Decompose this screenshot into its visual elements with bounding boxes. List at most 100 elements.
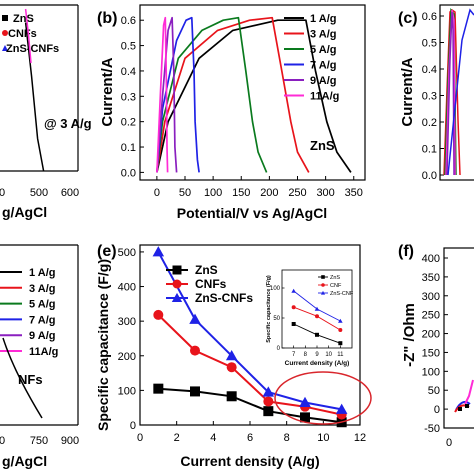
inset-legend-label-1: CNF xyxy=(330,283,342,289)
b-curve-4 xyxy=(156,16,178,173)
inset-x-ticklabel-0: 7 xyxy=(292,352,296,358)
inset-point-2-1 xyxy=(314,306,320,311)
e-x-ticklabel-3: 6 xyxy=(247,432,253,444)
b-x-ticklabel-6: 300 xyxy=(316,187,334,199)
c-curve-magenta xyxy=(445,9,456,176)
b-legend-label-1: 3 A/g xyxy=(310,29,337,41)
legend-d: 1 A/g 3 A/g 5 A/g 7 A/g 9 A/g 11A/g xyxy=(0,267,58,358)
d-legend-label-2: 5 A/g xyxy=(29,299,56,311)
e-point-1-0 xyxy=(153,309,164,320)
x-label-b: Potential/V vs Ag/AgCl xyxy=(177,205,327,221)
e-point-0-3 xyxy=(263,406,274,417)
e-y-ticklabel-0: 0 xyxy=(130,420,136,432)
e-y-ticklabel-3: 300 xyxy=(118,316,136,328)
f-y-ticklabel-0: 400 xyxy=(422,253,440,265)
highlight-ellipse-e xyxy=(274,371,372,425)
annotation-b: ZnS xyxy=(310,138,335,153)
b-y-ticks: 0.0 0.1 0.2 0.3 0.4 0.5 0.6 xyxy=(121,15,144,179)
e-point-0-2 xyxy=(226,391,237,402)
e-line-1 xyxy=(157,314,342,416)
e-point-2-4 xyxy=(299,396,311,407)
e-y-ticklabel-5: 500 xyxy=(118,247,136,259)
e-legend-marker-1 xyxy=(172,279,182,289)
e-legend-label-1: CNFs xyxy=(195,277,227,291)
e-point-1-3 xyxy=(263,396,274,407)
inset-legend-marker-0 xyxy=(321,275,325,279)
plot-frame-f xyxy=(443,247,474,429)
b-y-ticklabel-3: 0.3 xyxy=(121,91,136,103)
inset-y-ticklabel-0: 0 xyxy=(277,346,281,352)
plot-frame-b xyxy=(139,4,366,181)
e-y-ticklabel-4: 400 xyxy=(118,282,136,294)
e-legend-label-0: ZnS xyxy=(195,263,218,277)
panel-c: (c) Current/A 0.0 0.1 0.2 0.3 0.4 0.5 0.6 xyxy=(398,4,474,182)
inset-e: 0 50 100 7 8 9 10 11 Current density (A/g) Specif… xyxy=(266,269,354,367)
e-legend-marker-0 xyxy=(172,265,182,275)
b-y-ticklabel-1: 0.1 xyxy=(121,142,136,154)
d-legend-label-0: 1 A/g xyxy=(29,267,56,279)
f-y-ticklabel-7: 50 xyxy=(428,385,440,397)
c-y-ticklabel-1: 0.1 xyxy=(422,144,437,156)
y-label-e: Specific capacitance (F/g) xyxy=(95,259,111,431)
f-y-ticklabel-3: 250 xyxy=(422,310,440,322)
c-y-ticks: 0.0 0.1 0.2 0.3 0.4 0.5 0.6 xyxy=(422,11,444,182)
b-curve-0 xyxy=(156,19,352,173)
legend-a-label-2: ZnS-CNFs xyxy=(6,43,59,55)
b-y-ticklabel-4: 0.4 xyxy=(121,66,136,78)
f-y-ticklabel-8: 0 xyxy=(434,404,440,416)
inset-point-1-1 xyxy=(315,314,319,319)
f-curve-magenta xyxy=(464,379,474,405)
e-line-2 xyxy=(157,251,342,411)
inset-point-2-0 xyxy=(291,288,296,293)
x-tick-d-1: 750 xyxy=(30,435,48,447)
inset-point-0-0 xyxy=(291,322,296,326)
inset-x-label: Current density (A/g) xyxy=(285,360,350,367)
x-label-e: Current density (A/g) xyxy=(180,453,319,469)
panel-label-b: (b) xyxy=(97,10,117,27)
c-curve-blue xyxy=(447,8,474,176)
e-series xyxy=(152,246,348,428)
x-tick-d-0: 0 xyxy=(0,435,5,447)
e-legend-label-2: ZnS-CNFs xyxy=(195,291,253,305)
legend-a: ZnS CNFs ZnS-CNFs xyxy=(2,13,59,55)
legend-b: 1 A/g 3 A/g 5 A/g 7 A/g 9 A/g 11A/g xyxy=(284,13,339,103)
c-curves xyxy=(443,7,474,176)
b-y-ticklabel-6: 0.6 xyxy=(121,15,136,27)
inset-y-ticklabel-2: 100 xyxy=(270,286,281,292)
f-y-ticks: 400 350 300 250 200 150 100 50 0 -50 xyxy=(422,253,448,435)
inset-x-ticklabel-1: 8 xyxy=(304,352,308,358)
e-point-1-1 xyxy=(190,345,200,356)
e-point-0-1 xyxy=(190,386,200,397)
b-y-ticklabel-2: 0.2 xyxy=(121,117,136,129)
inset-legend-label-0: ZnS xyxy=(330,275,340,281)
b-x-ticklabel-7: 350 xyxy=(345,187,363,199)
d-legend-label-1: 3 A/g xyxy=(29,283,56,295)
a-curve-0 xyxy=(24,22,45,172)
b-x-ticklabel-0: 0 xyxy=(154,187,160,199)
e-point-2-2 xyxy=(225,350,238,361)
f-y-ticklabel-9: -50 xyxy=(424,423,440,435)
inset-legend-marker-1 xyxy=(321,283,325,287)
x-tick-a-2: 600 xyxy=(61,187,79,199)
b-legend-label-0: 1 A/g xyxy=(310,13,337,25)
b-curves xyxy=(156,16,352,173)
b-legend-label-3: 7 A/g xyxy=(310,60,337,72)
b-y-ticklabel-5: 0.5 xyxy=(121,41,136,53)
x-tick-d-2: 900 xyxy=(61,435,79,447)
f-y-ticklabel-2: 300 xyxy=(422,291,440,303)
panel-f: (f) -Z" /Ohm 400 350 300 250 200 150 100 50 0 -50… xyxy=(398,243,474,449)
f-marker-0 xyxy=(458,407,462,411)
y-label-b: Current/A xyxy=(99,57,116,126)
panel-d: 1 A/g 3 A/g 5 A/g 7 A/g 9 A/g 11A/g NFs 0 750… xyxy=(0,244,79,469)
b-x-ticklabel-2: 100 xyxy=(204,187,222,199)
d-legend-label-3: 7 A/g xyxy=(29,314,56,326)
d-curve-1 xyxy=(2,337,43,419)
e-x-ticklabel-0: 0 xyxy=(137,432,143,444)
c-y-ticklabel-6: 0.6 xyxy=(422,11,437,23)
e-point-2-1 xyxy=(189,313,201,324)
legend-a-label-0: ZnS xyxy=(13,13,34,25)
inset-legend-marker-2 xyxy=(320,290,326,295)
x-tick-a-0: 0 xyxy=(0,187,5,199)
e-line-0 xyxy=(158,387,342,424)
